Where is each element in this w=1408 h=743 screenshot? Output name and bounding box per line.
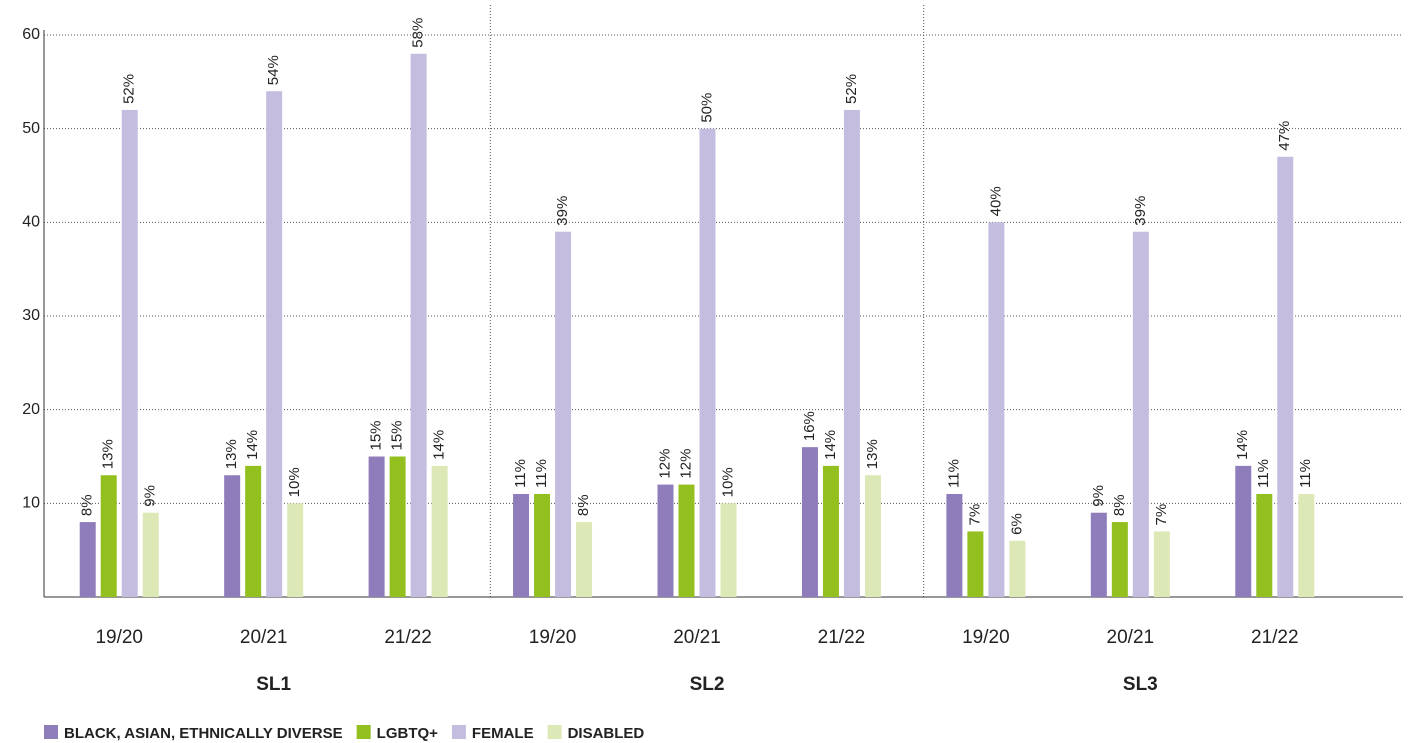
value-label: 11% <box>512 459 529 488</box>
group-label: SL2 <box>690 674 725 695</box>
value-label: 15% <box>389 420 406 450</box>
x-tick-label: 19/20 <box>962 627 1010 648</box>
value-label: 9% <box>1090 485 1107 507</box>
bar <box>843 109 860 597</box>
value-label: 39% <box>554 196 571 226</box>
bar <box>224 475 241 597</box>
value-label: 11% <box>945 459 962 488</box>
bar <box>1090 512 1107 597</box>
value-label: 54% <box>265 55 282 85</box>
legend-label: BLACK, ASIAN, ETHNICALLY DIVERSE <box>64 725 343 742</box>
value-label: 12% <box>656 449 673 479</box>
bar <box>864 475 881 597</box>
value-label: 8% <box>79 494 96 516</box>
value-label: 52% <box>843 74 860 104</box>
bar <box>534 493 551 597</box>
bar <box>822 465 839 597</box>
value-label: 11% <box>1255 459 1272 488</box>
value-label: 7% <box>1153 504 1170 526</box>
bar <box>410 53 427 597</box>
bar <box>1277 156 1294 597</box>
bar <box>576 522 593 597</box>
bar <box>79 522 96 597</box>
value-label: 13% <box>100 439 117 469</box>
value-label: 40% <box>987 186 1004 216</box>
bar <box>1235 465 1252 597</box>
bar <box>121 109 138 597</box>
y-tick-label: 20 <box>22 401 40 418</box>
y-tick-label: 30 <box>22 307 40 324</box>
bar <box>287 503 304 597</box>
value-label: 15% <box>368 420 385 450</box>
x-tick-label: 19/20 <box>529 627 577 648</box>
legend-swatch <box>451 725 466 739</box>
y-tick-label: 40 <box>22 214 40 231</box>
bar <box>678 484 695 597</box>
bar <box>555 231 572 597</box>
y-tick-label: 60 <box>22 26 40 43</box>
value-label: 52% <box>121 74 138 104</box>
legend-swatch <box>356 725 371 739</box>
value-label: 10% <box>286 467 303 497</box>
value-label: 8% <box>1111 494 1128 516</box>
bar <box>431 465 448 597</box>
x-tick-label: 20/21 <box>1107 627 1155 648</box>
bar <box>266 91 283 597</box>
x-tick-label: 20/21 <box>240 627 288 648</box>
bar <box>245 465 262 597</box>
legend-swatch <box>44 725 58 739</box>
x-tick-label: 20/21 <box>673 627 721 648</box>
bar <box>988 222 1005 598</box>
y-tick-label: 10 <box>22 495 40 512</box>
value-label: 39% <box>1132 196 1149 226</box>
value-label: 12% <box>677 449 694 479</box>
bar <box>657 484 674 597</box>
bar <box>368 456 385 597</box>
x-tick-label: 21/22 <box>818 627 866 648</box>
bar <box>1298 493 1315 597</box>
bar <box>1256 493 1273 597</box>
bar <box>100 475 117 597</box>
value-label: 11% <box>1297 459 1314 488</box>
bar <box>1009 540 1026 597</box>
legend-label: FEMALE <box>472 725 534 742</box>
bar <box>1153 531 1170 597</box>
group-label: SL3 <box>1123 674 1158 695</box>
value-label: 10% <box>719 467 736 497</box>
value-label: 47% <box>1276 121 1293 151</box>
x-tick-label: 21/22 <box>1251 627 1299 648</box>
value-label: 16% <box>801 411 818 441</box>
legend-label: LGBTQ+ <box>377 725 438 742</box>
group-label: SL1 <box>256 674 291 695</box>
value-label: 7% <box>966 504 983 526</box>
bar <box>946 493 963 597</box>
value-label: 50% <box>698 93 715 123</box>
value-label: 6% <box>1008 513 1025 535</box>
value-label: 58% <box>410 18 427 48</box>
value-label: 13% <box>223 439 240 469</box>
value-label: 11% <box>533 459 550 488</box>
legend-swatch <box>547 725 562 739</box>
bar <box>720 503 737 597</box>
bar <box>699 128 716 597</box>
value-label: 8% <box>575 494 592 516</box>
bar <box>142 512 159 597</box>
y-tick-label: 50 <box>22 120 40 137</box>
bar <box>801 447 818 597</box>
value-label: 14% <box>822 430 839 460</box>
value-label: 14% <box>1234 430 1251 460</box>
bar <box>1132 231 1149 597</box>
bar <box>389 456 406 597</box>
x-tick-label: 21/22 <box>384 627 432 648</box>
bar <box>1111 522 1128 597</box>
value-label: 9% <box>142 485 159 507</box>
legend-label: DISABLED <box>568 725 645 742</box>
value-label: 14% <box>244 430 261 460</box>
value-label: 14% <box>431 430 448 460</box>
x-tick-label: 19/20 <box>95 627 143 648</box>
bar <box>513 493 530 597</box>
value-label: 13% <box>864 439 881 469</box>
bar <box>967 531 984 597</box>
